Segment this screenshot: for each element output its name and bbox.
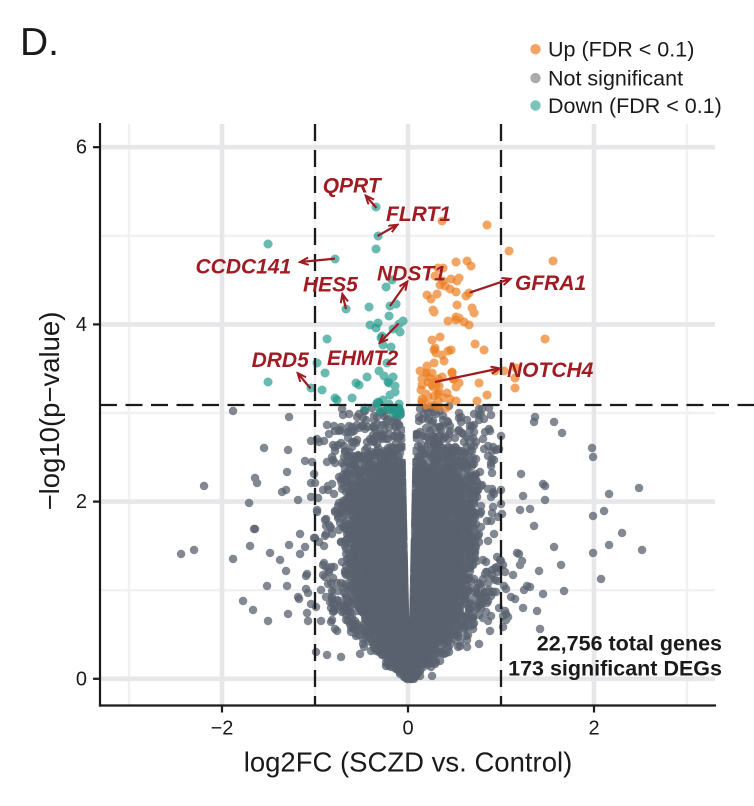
svg-text:Up (FDR < 0.1): Up (FDR < 0.1) — [548, 38, 694, 62]
svg-text:0: 0 — [402, 718, 413, 740]
svg-text:GFRA1: GFRA1 — [515, 272, 586, 295]
svg-text:HES5: HES5 — [303, 274, 358, 297]
svg-text:2: 2 — [588, 718, 599, 740]
svg-text:FLRT1: FLRT1 — [386, 203, 451, 226]
svg-text:NOTCH4: NOTCH4 — [507, 359, 594, 382]
svg-text:log2FC (SCZD vs. Control): log2FC (SCZD vs. Control) — [244, 747, 573, 778]
svg-text:NDST1: NDST1 — [377, 263, 446, 286]
svg-text:22,756 total genes: 22,756 total genes — [537, 632, 722, 656]
svg-text:D.: D. — [20, 21, 59, 64]
svg-text:−log10(p−value): −log10(p−value) — [34, 312, 65, 511]
svg-text:0: 0 — [76, 668, 87, 690]
svg-text:−2: −2 — [211, 718, 234, 740]
svg-text:Not significant: Not significant — [548, 67, 683, 91]
svg-text:2: 2 — [76, 491, 87, 513]
svg-text:EHMT2: EHMT2 — [327, 347, 398, 370]
svg-text:QPRT: QPRT — [323, 175, 383, 198]
svg-text:4: 4 — [76, 314, 87, 336]
svg-text:CCDC141: CCDC141 — [196, 256, 292, 279]
svg-text:6: 6 — [76, 137, 87, 159]
svg-text:DRD5: DRD5 — [252, 349, 309, 372]
svg-text:Down (FDR < 0.1): Down (FDR < 0.1) — [548, 94, 722, 118]
svg-text:173 significant DEGs: 173 significant DEGs — [508, 657, 722, 681]
